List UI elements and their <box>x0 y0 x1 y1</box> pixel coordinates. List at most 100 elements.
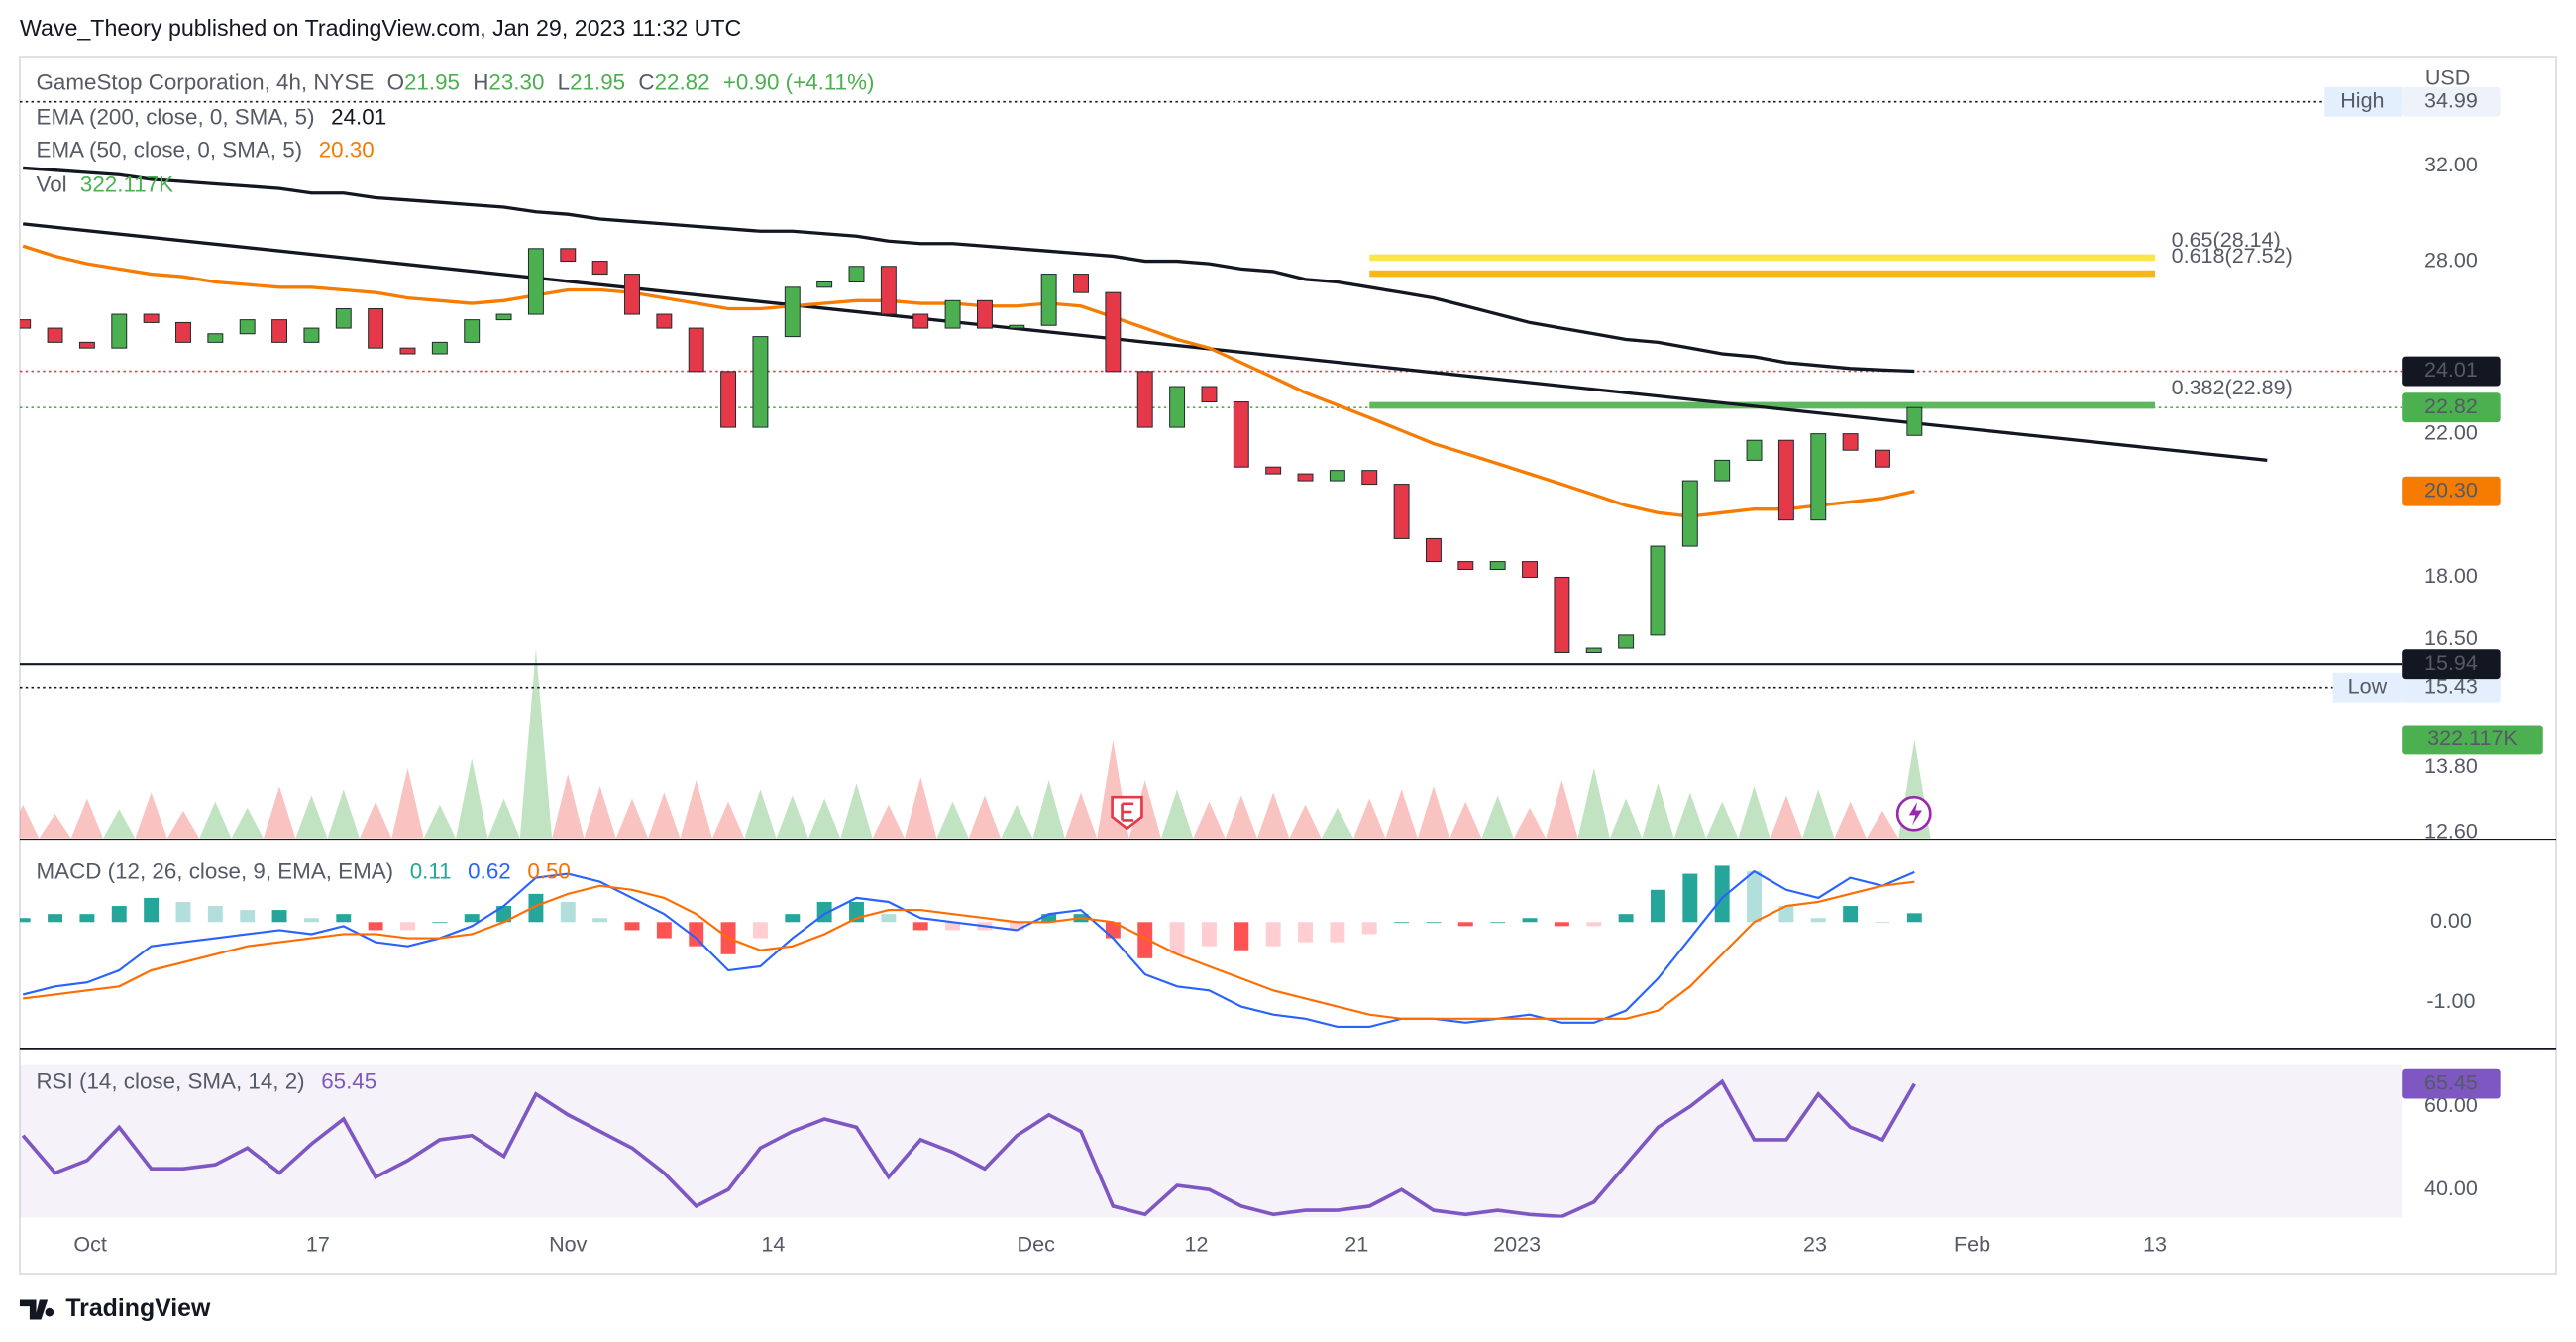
macd-histogram-bar <box>240 910 256 923</box>
y-tick-label: 16.50 <box>2424 625 2478 650</box>
macd-histogram-bar <box>624 922 640 931</box>
macd-histogram-bar <box>1041 914 1057 923</box>
level-badge-bg <box>2402 649 2501 680</box>
volume-area <box>19 804 40 839</box>
close-badge: 22.82 <box>2424 393 2478 418</box>
candle <box>47 327 63 343</box>
ohlc-key: O <box>387 69 404 94</box>
candle <box>175 321 191 343</box>
volume-area <box>1225 795 1257 839</box>
close-badge-bg <box>2402 392 2501 423</box>
macd-histogram-bar <box>496 906 512 923</box>
candle <box>1426 537 1442 563</box>
study-value: 24.01 <box>331 104 386 129</box>
macd-histogram-bar <box>1490 922 1506 924</box>
volume-area <box>1160 789 1194 839</box>
macd-histogram-bar <box>1234 922 1249 951</box>
candle <box>560 248 577 263</box>
volume-area <box>166 810 200 839</box>
macd-histogram-bar <box>1522 918 1538 923</box>
rsi-line <box>21 1078 1916 1218</box>
study-value: 0.11 <box>410 858 452 883</box>
publish-note: Wave_Theory published on TradingView.com… <box>20 15 741 41</box>
macd-histogram-bar <box>400 922 415 931</box>
candle <box>1681 480 1698 547</box>
volume-area <box>1128 780 1161 839</box>
ohlc-value: 23.30 <box>488 69 544 94</box>
candle <box>1169 386 1186 428</box>
volume-area <box>776 795 808 839</box>
macd-histogram-bar <box>1651 889 1665 923</box>
candle <box>1361 470 1378 486</box>
candle <box>784 286 801 338</box>
candle <box>1842 433 1859 451</box>
y-tick-label: 40.00 <box>2424 1175 2478 1200</box>
volume-area <box>70 798 104 839</box>
volume-area <box>423 804 457 839</box>
candle <box>335 308 352 329</box>
candle <box>1297 473 1314 482</box>
volume-area <box>1673 792 1707 839</box>
volume-area <box>552 773 585 839</box>
volume-area <box>1032 780 1065 839</box>
volume-area <box>872 804 906 839</box>
candle <box>1554 576 1570 653</box>
fib-label: 0.618(27.52) <box>2172 243 2293 268</box>
volume-area <box>1001 804 1033 839</box>
candle <box>495 313 512 321</box>
macd-histogram-bar <box>1394 922 1410 924</box>
macd-histogram-bar <box>432 922 448 924</box>
macd-histogram-bar <box>1457 922 1473 927</box>
volume-area <box>231 807 264 839</box>
event-marker[interactable] <box>1895 795 1932 832</box>
ohlc-value: 21.95 <box>570 69 625 94</box>
macd-histogram-bar <box>689 922 704 947</box>
macd-histogram-bar <box>1586 922 1602 927</box>
volume-area <box>1513 807 1547 839</box>
volume-area <box>1609 798 1643 839</box>
candle <box>1777 439 1794 521</box>
candle <box>1489 561 1506 570</box>
level-badge: 15.94 <box>2424 650 2478 675</box>
volume-area <box>519 648 553 839</box>
volume-area <box>1706 801 1739 839</box>
x-tick-label: 23 <box>1803 1232 1827 1257</box>
ema-line <box>23 166 1915 374</box>
macd-histogram-bar <box>1330 922 1345 943</box>
change: +0.90 (+4.11%) <box>723 69 875 94</box>
macd-histogram-bar <box>1201 922 1217 947</box>
x-tick-label: 2023 <box>1493 1232 1541 1257</box>
macd-histogram-bar <box>207 906 223 923</box>
candle <box>1201 386 1218 403</box>
volume-area <box>1770 795 1803 839</box>
high-value-bg <box>2402 86 2501 117</box>
volume-area <box>199 801 232 839</box>
macd-histogram-bar <box>1265 922 1281 947</box>
macd-histogram-bar <box>1554 922 1569 927</box>
macd-histogram-bar <box>785 914 801 923</box>
earnings-marker[interactable] <box>1111 795 1143 831</box>
ema-line <box>22 244 1915 518</box>
candle <box>880 266 897 315</box>
candle <box>816 280 833 288</box>
candle <box>1233 401 1249 468</box>
candle <box>527 248 544 315</box>
macd-histogram-bar <box>144 897 160 923</box>
study-value: 322.117K <box>80 171 173 196</box>
volume-area <box>1802 789 1835 839</box>
macd-histogram-bar <box>48 914 63 923</box>
volume-area <box>1385 789 1418 839</box>
pane <box>19 1064 2403 1218</box>
x-tick-label: 13 <box>2143 1232 2167 1257</box>
volume-area <box>807 798 841 839</box>
macd-histogram-bar <box>1426 922 1442 924</box>
candle <box>431 341 448 355</box>
macd-histogram-bar <box>79 914 95 923</box>
macd-histogram-bar <box>1618 914 1634 923</box>
ohlc-key: C <box>638 69 654 94</box>
macd-histogram-bar <box>656 922 672 939</box>
volume-area <box>391 767 424 839</box>
macd-histogram-bar <box>1137 922 1153 958</box>
candle <box>1810 433 1827 521</box>
y-tick-label: 18.00 <box>2424 563 2478 588</box>
